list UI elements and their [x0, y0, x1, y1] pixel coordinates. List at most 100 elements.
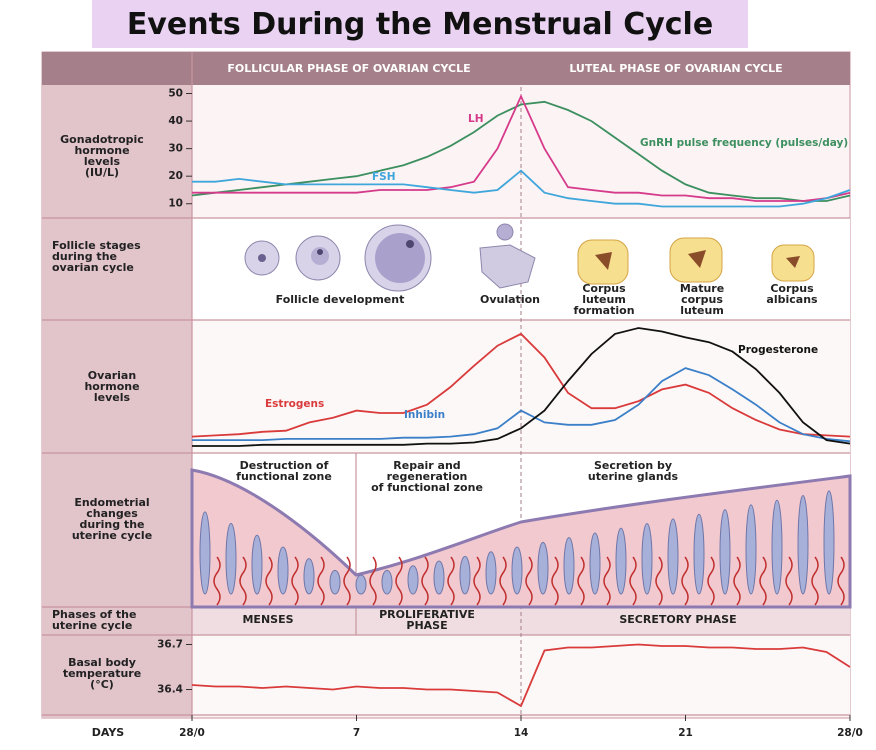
row-label: Gonadotropic: [60, 133, 144, 146]
gland: [719, 509, 731, 595]
series-line: [191, 332, 851, 438]
series-label: FSH: [372, 171, 396, 183]
y-tick-label: 20: [168, 170, 183, 182]
artery: [655, 556, 663, 606]
uterine-phase-label: SECRETORY PHASE: [619, 613, 736, 626]
row-label: ovarian cycle: [52, 261, 134, 274]
row-label: hormone: [74, 144, 129, 157]
gland: [199, 511, 211, 595]
y-tick-label: 36.7: [157, 639, 183, 651]
gland: [381, 569, 393, 595]
row-label: changes: [86, 507, 138, 520]
artery: [213, 556, 221, 606]
endometrium-label: regeneration: [387, 470, 468, 483]
gland: [667, 518, 679, 595]
gland: [251, 534, 263, 595]
y-tick-label: 50: [168, 88, 183, 100]
artery: [759, 556, 767, 606]
gland: [537, 541, 549, 595]
follicle-label: corpus: [681, 293, 723, 306]
gland: [771, 499, 783, 595]
gland: [485, 551, 497, 595]
artery: [421, 556, 429, 606]
gland: [797, 495, 809, 595]
artery: [473, 556, 481, 606]
gland: [823, 490, 835, 595]
follicle-label: Follicle development: [276, 293, 405, 306]
x-tick-label: 28/0: [837, 727, 863, 739]
series-label: Estrogens: [265, 398, 324, 410]
row-label: Ovarian: [88, 369, 136, 382]
phase-header: [42, 52, 850, 85]
row-label: uterine cycle: [52, 619, 132, 632]
follicle-label: luteum: [680, 304, 724, 317]
gland: [459, 555, 471, 595]
gland: [641, 523, 653, 595]
artery: [837, 556, 845, 606]
row-label: hormone: [84, 380, 139, 393]
row-label: during the: [52, 250, 117, 263]
x-tick-label: 28/0: [179, 727, 205, 739]
artery: [525, 556, 533, 606]
row-label: (°C): [90, 678, 114, 691]
follicle-illustrations: [244, 223, 815, 292]
follicle-label: albicans: [766, 293, 818, 306]
row-label: Phases of the: [52, 608, 136, 621]
follicle-label: Corpus: [770, 282, 814, 295]
artery: [447, 556, 455, 606]
artery: [369, 556, 377, 606]
follicle-label: Ovulation: [480, 293, 540, 306]
artery: [551, 556, 559, 606]
row-label: Basal body: [68, 656, 136, 669]
row-label: Endometrial: [74, 496, 149, 509]
series-line: [192, 327, 851, 447]
artery: [603, 556, 611, 606]
series-line: [191, 100, 851, 202]
y-tick-label: 36.4: [157, 684, 183, 696]
artery: [239, 556, 247, 606]
row-label: during the: [80, 518, 145, 531]
series-label: GnRH pulse frequency (pulses/day): [640, 137, 848, 149]
artery: [707, 556, 715, 606]
artery: [291, 556, 299, 606]
gland: [693, 513, 705, 595]
x-axis-label: DAYS: [92, 726, 125, 739]
artery: [811, 556, 819, 606]
gland: [563, 537, 575, 595]
phase-header-text: FOLLICULAR PHASE OF OVARIAN CYCLE: [227, 62, 470, 75]
x-tick-label: 7: [353, 727, 360, 739]
page-title: Events During the Menstrual Cycle: [92, 0, 748, 48]
row-label: (IU/L): [85, 166, 119, 179]
endometrium-illustration: [190, 468, 852, 609]
row-label: uterine cycle: [72, 529, 152, 542]
artery: [343, 556, 351, 606]
artery: [499, 556, 507, 606]
series-line: [192, 367, 851, 443]
endometrium-label: functional zone: [236, 470, 332, 483]
gland: [355, 574, 367, 595]
phase-header-text: LUTEAL PHASE OF OVARIAN CYCLE: [569, 62, 782, 75]
gland: [589, 532, 601, 595]
endometrium-label: Secretion by: [594, 459, 672, 472]
endometrium-label: Destruction of: [240, 459, 329, 472]
uterine-phase-label: PHASE: [406, 619, 447, 632]
gland: [225, 523, 237, 595]
series-line: [191, 643, 851, 708]
uterine-phase-label: MENSES: [242, 613, 293, 626]
series-label: Progesterone: [738, 344, 818, 356]
follicle-label: Corpus: [582, 282, 626, 295]
series-line: [192, 169, 851, 208]
artery: [681, 556, 689, 606]
uterine-phase-label: PROLIFERATIVE: [379, 608, 475, 621]
gland: [277, 546, 289, 595]
row-label: levels: [84, 155, 121, 168]
follicle-label: formation: [573, 304, 634, 317]
artery: [577, 556, 585, 606]
gland: [303, 558, 315, 595]
gland: [433, 560, 445, 595]
artery: [629, 556, 637, 606]
x-tick-label: 14: [514, 727, 529, 739]
row-label: Follicle stages: [52, 239, 141, 252]
